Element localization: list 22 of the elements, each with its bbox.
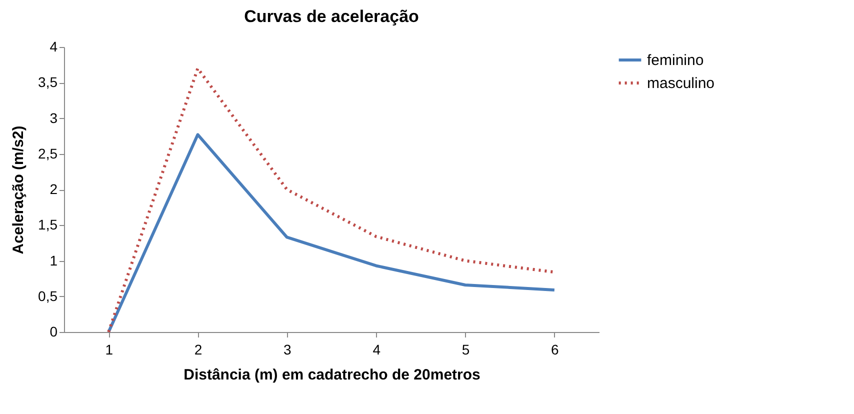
y-tick-label: 4: [50, 38, 58, 54]
y-tick-label: 0,5: [38, 288, 58, 304]
x-tick-label: 2: [194, 342, 202, 358]
y-tick-label: 2: [50, 181, 58, 197]
y-tick-label: 2,5: [38, 145, 58, 162]
line-series: [107, 133, 556, 334]
x-tick-label: 4: [372, 342, 381, 358]
y-tick-label: 1: [50, 252, 58, 268]
x-tick-label: 1: [105, 342, 114, 358]
x-tick-label: 5: [462, 342, 470, 358]
y-tick-label: 3: [50, 110, 58, 126]
legend-label: feminino: [647, 52, 704, 69]
x-tick-label: 6: [551, 342, 560, 358]
x-tick-label: 3: [284, 342, 292, 358]
line-series: [107, 66, 556, 334]
chart-title: Curvas de aceleração: [244, 7, 419, 26]
y-axis-title: Aceleração (m/s2): [10, 126, 28, 254]
y-tick-label: 0: [50, 324, 58, 340]
x-axis-title: Distância (m) em cadatrecho de 20metros: [184, 366, 480, 384]
y-tick-label: 1,5: [38, 216, 58, 233]
legend-label: masculino: [647, 75, 715, 92]
y-tick-label: 3,5: [38, 74, 58, 90]
